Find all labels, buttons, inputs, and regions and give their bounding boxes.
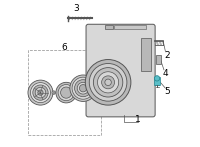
Circle shape (70, 75, 96, 101)
Circle shape (102, 76, 115, 89)
Circle shape (93, 68, 123, 97)
Circle shape (77, 82, 89, 94)
Bar (105, 25, 113, 29)
Bar (93, 76, 97, 82)
Circle shape (98, 72, 119, 93)
Bar (154, 77, 160, 85)
Text: 6: 6 (62, 42, 68, 52)
Circle shape (89, 64, 127, 101)
Text: 5: 5 (164, 87, 170, 96)
Text: 2: 2 (164, 51, 170, 60)
Circle shape (38, 90, 43, 95)
Circle shape (75, 80, 92, 97)
Bar (156, 55, 161, 64)
Bar (28, 50, 101, 135)
Circle shape (72, 77, 94, 99)
Text: 1: 1 (135, 115, 141, 124)
Circle shape (56, 82, 76, 103)
Circle shape (35, 87, 46, 98)
Circle shape (61, 87, 72, 98)
Circle shape (85, 60, 131, 105)
FancyBboxPatch shape (86, 24, 155, 117)
Circle shape (28, 80, 53, 105)
Circle shape (58, 85, 74, 101)
Circle shape (79, 85, 87, 92)
Text: 3: 3 (73, 4, 79, 13)
Bar (114, 25, 146, 29)
Bar (141, 38, 151, 71)
Circle shape (33, 85, 48, 100)
Circle shape (30, 83, 50, 103)
Text: 4: 4 (163, 69, 168, 78)
Circle shape (105, 79, 111, 86)
Circle shape (154, 76, 160, 81)
Circle shape (52, 91, 55, 94)
